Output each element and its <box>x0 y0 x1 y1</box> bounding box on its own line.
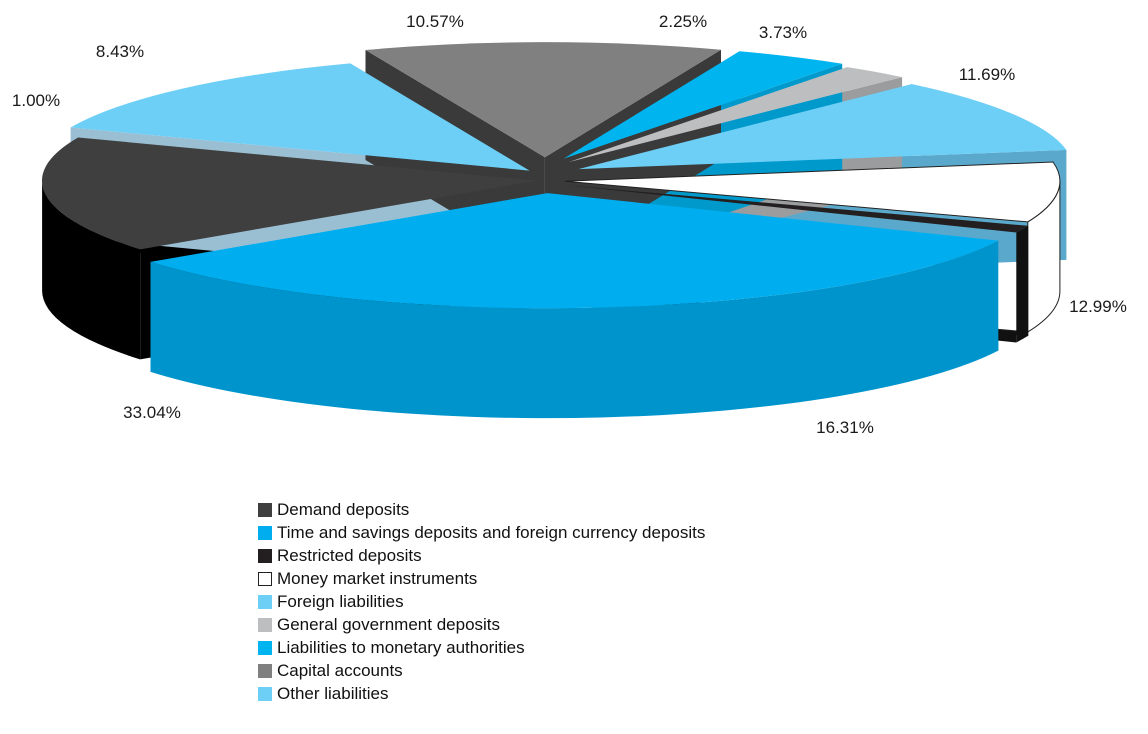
legend-item: Foreign liabilities <box>258 590 705 613</box>
legend-swatch <box>258 571 272 586</box>
data-label: 8.43% <box>96 42 144 61</box>
pie-slice <box>578 84 1067 170</box>
data-label: 16.31% <box>816 418 874 437</box>
pie-slice-side <box>42 180 141 360</box>
data-label: 2.25% <box>659 12 707 31</box>
legend-item: Demand deposits <box>258 498 705 521</box>
data-label: 3.73% <box>759 23 807 42</box>
data-label: 1.00% <box>12 91 60 110</box>
pie-slice <box>41 137 538 250</box>
legend-label: Time and savings deposits and foreign cu… <box>277 522 706 542</box>
legend-item: Time and savings deposits and foreign cu… <box>258 521 705 544</box>
legend-label: Capital accounts <box>277 660 403 680</box>
legend-item: Money market instruments <box>258 567 705 590</box>
legend-item: Capital accounts <box>258 659 705 682</box>
pie-slice <box>70 63 530 171</box>
legend-swatch <box>258 686 272 701</box>
pie-slice-side <box>1016 225 1029 343</box>
pie-slice <box>563 51 843 159</box>
legend-swatch <box>258 502 272 517</box>
legend: Demand deposits Time and savings deposits… <box>258 498 705 705</box>
legend-item: Restricted deposits <box>258 544 705 567</box>
pie-chart-svg: 16.31% 33.04% 1.00% 8.43% 10.57% 2.25% 3.73% 11… <box>12 12 1127 437</box>
legend-swatch <box>258 640 272 655</box>
legend-swatch <box>258 525 272 540</box>
pie-slice <box>365 42 721 158</box>
pie-slice <box>150 193 999 309</box>
data-label: 33.04% <box>123 403 181 422</box>
pie-slice <box>565 185 1029 233</box>
legend-swatch <box>258 663 272 678</box>
legend-label: Other liabilities <box>277 683 389 703</box>
legend-label: Money market instruments <box>277 568 478 588</box>
pie-slice-side <box>150 240 999 419</box>
pie-slice <box>564 161 1061 223</box>
legend-label: Foreign liabilities <box>277 591 404 611</box>
data-label: 12.99% <box>1069 297 1127 316</box>
data-label: 11.69% <box>959 65 1015 84</box>
legend-item: General government deposits <box>258 613 705 636</box>
legend-item: Other liabilities <box>258 682 705 705</box>
legend-swatch <box>258 548 272 563</box>
legend-label: General government deposits <box>277 614 501 634</box>
pie-chart: 16.31% 33.04% 1.00% 8.43% 10.57% 2.25% 3.73% 11… <box>12 12 1127 437</box>
legend-label: Restricted deposits <box>277 545 422 565</box>
legend-swatch <box>258 617 272 632</box>
legend-label: Liabilities to monetary authorities <box>277 637 525 657</box>
legend-swatch <box>258 594 272 609</box>
legend-item: Liabilities to monetary authorities <box>258 636 705 659</box>
data-label: 10.57% <box>406 12 464 31</box>
legend-label: Demand deposits <box>277 499 410 519</box>
pie-slice <box>568 67 903 163</box>
